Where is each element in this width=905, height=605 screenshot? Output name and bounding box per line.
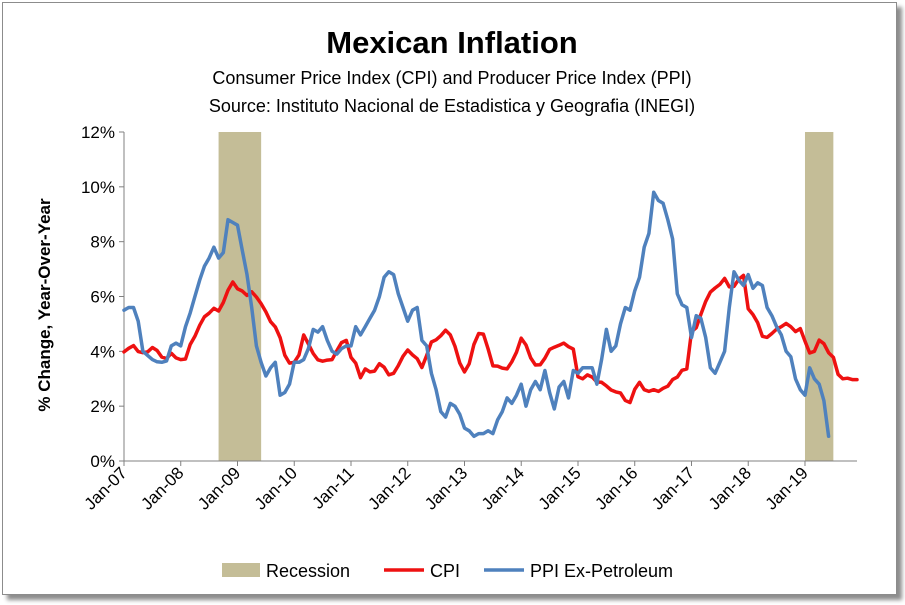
y-tick-label: 6%	[90, 288, 115, 307]
x-tick-label: Jan-09	[194, 463, 244, 513]
x-tick-label: Jan-11	[309, 463, 358, 512]
x-tick-label: Jan-17	[648, 463, 698, 513]
x-tick-label: Jan-13	[421, 463, 471, 513]
y-tick-label: 10%	[81, 178, 115, 197]
y-tick-label: 8%	[90, 233, 115, 252]
y-tick-label: 0%	[90, 452, 115, 471]
legend: Recession CPI PPI Ex-Petroleum	[222, 561, 673, 581]
series-lines	[122, 190, 859, 439]
chart-subtitle: Consumer Price Index (CPI) and Producer …	[212, 68, 691, 88]
recession-band-2	[804, 132, 834, 461]
series-line-cpi	[122, 273, 859, 405]
y-tick-label: 12%	[81, 123, 115, 142]
x-tick-label: Jan-14	[478, 463, 528, 513]
x-tick-label: Jan-18	[705, 463, 755, 513]
axes: 0%2%4%6%8%10%12%Jan-07 Jan-08 Jan-09 Jan-10…	[81, 123, 857, 514]
y-tick-label: 4%	[90, 342, 115, 361]
chart-source: Source: Instituto Nacional de Estadistic…	[209, 96, 695, 116]
x-tick-label: Jan-16	[591, 463, 641, 513]
x-tick-label: Jan-08	[137, 463, 187, 513]
y-tick-label: 2%	[90, 397, 115, 416]
legend-label-recession: Recession	[266, 561, 350, 581]
legend-swatch-recession	[222, 563, 260, 577]
legend-label-ppi: PPI Ex-Petroleum	[530, 561, 673, 581]
x-tick-label: Jan-10	[251, 463, 301, 513]
legend-label-cpi: CPI	[430, 561, 460, 581]
x-tick-label: Jan-15	[535, 463, 585, 513]
chart-title: Mexican Inflation	[326, 25, 577, 60]
x-tick-label: Jan-19	[762, 463, 812, 513]
y-axis-label: % Change, Year-Over-Year	[35, 198, 54, 412]
recession-bands	[218, 132, 834, 461]
series-line-ppi-ex-petroleum	[122, 190, 831, 439]
x-tick-label: Jan-12	[364, 463, 414, 513]
